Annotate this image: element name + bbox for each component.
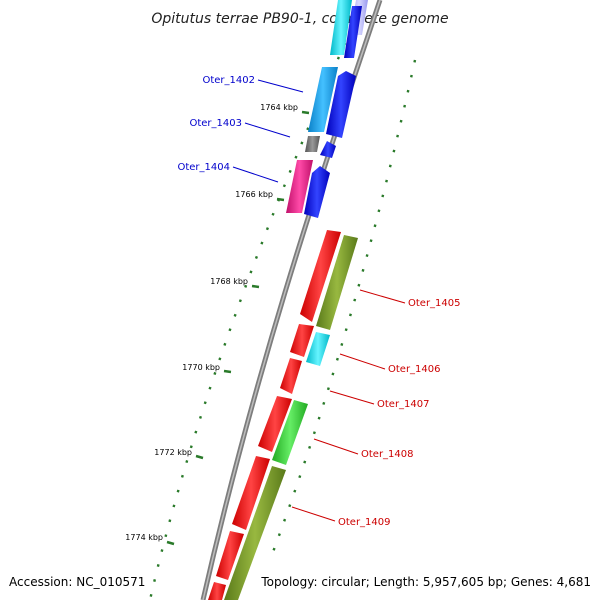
map-title: Opitutus terrae PB90-1, complete genome	[151, 11, 448, 27]
tick-label: 1766 kbp	[235, 190, 273, 199]
gene-red-4	[258, 396, 292, 452]
tick-label: 1774 kbp	[125, 533, 163, 542]
gene-oter-1405-fwd	[300, 230, 341, 322]
gene-red-6	[216, 531, 244, 580]
gene-oter-1409	[224, 466, 286, 600]
gene-label-oter-1407[interactable]: Oter_1407	[377, 399, 430, 410]
backbone	[200, 0, 383, 600]
gene-red-3	[280, 358, 302, 394]
gene-labels: Oter_1402 Oter_1403 Oter_1404 Oter_1405 …	[177, 75, 460, 528]
topology-summary: Topology: circular; Length: 5,957,605 bp…	[260, 575, 591, 589]
tick-label: 1772 kbp	[154, 448, 192, 457]
gene-label-oter-1409[interactable]: Oter_1409	[338, 517, 391, 528]
kbp-tick-marks	[166, 110, 310, 546]
gene-label-oter-1408[interactable]: Oter_1408	[361, 449, 414, 460]
gene-oter-1404	[286, 160, 313, 213]
complement-strand-genes	[224, 235, 358, 600]
gene-label-oter-1406[interactable]: Oter_1406	[388, 364, 441, 375]
gene-label-oter-1404[interactable]: Oter_1404	[177, 162, 230, 173]
gene-oter-1404-rev	[304, 166, 330, 218]
reverse-strand-genes	[286, 0, 368, 218]
tick-track-left	[148, 14, 360, 600]
tick-label: 1768 kbp	[210, 277, 248, 286]
gene-label-oter-1403[interactable]: Oter_1403	[189, 118, 242, 129]
gene-oter-1402-rev	[326, 71, 356, 138]
gene-label-oter-1405[interactable]: Oter_1405	[408, 298, 461, 309]
gene-blue-top	[344, 6, 362, 58]
tick-label: 1764 kbp	[260, 103, 298, 112]
kbp-tick-labels: 1764 kbp 1766 kbp 1768 kbp 1770 kbp 1772…	[125, 103, 298, 542]
gene-red-5	[232, 456, 270, 530]
gene-oter-1406	[306, 332, 330, 366]
gene-oter-1408	[272, 400, 308, 465]
gene-oter-1405	[316, 235, 358, 330]
gene-cyan-top	[330, 0, 352, 55]
gene-red-7	[208, 582, 226, 600]
gene-label-oter-1402[interactable]: Oter_1402	[202, 75, 255, 86]
accession-text: Accession: NC_010571	[9, 575, 145, 589]
gene-red-2	[290, 324, 314, 357]
gene-oter-1403	[305, 136, 320, 152]
gene-oter-1402	[308, 67, 338, 132]
label-leaders	[232, 79, 406, 522]
forward-strand-genes	[208, 230, 341, 600]
gene-oter-1403-rev	[320, 141, 336, 158]
tick-label: 1770 kbp	[182, 363, 220, 372]
